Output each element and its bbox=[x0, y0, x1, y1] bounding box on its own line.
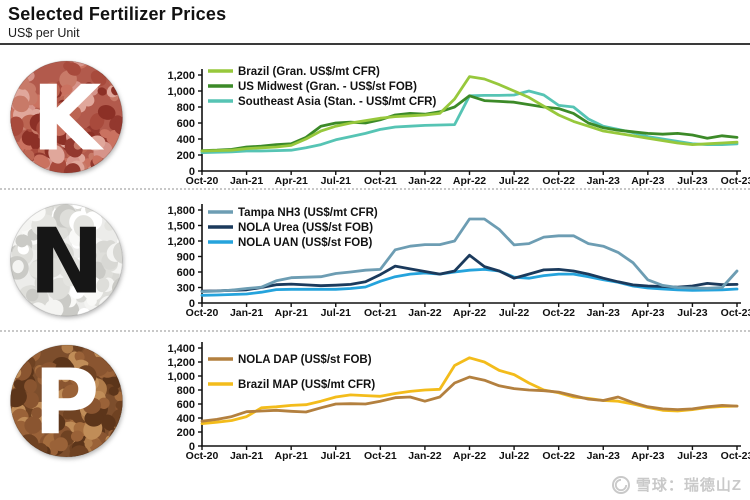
svg-text:900: 900 bbox=[177, 252, 195, 264]
svg-text:Oct-20: Oct-20 bbox=[186, 450, 219, 462]
svg-text:300: 300 bbox=[177, 283, 195, 295]
svg-text:US Midwest (Gran. - US$/st FOB: US Midwest (Gran. - US$/st FOB) bbox=[238, 81, 417, 93]
svg-text:Apr-22: Apr-22 bbox=[453, 307, 486, 319]
svg-text:NOLA DAP (US$/st FOB): NOLA DAP (US$/st FOB) bbox=[238, 354, 372, 366]
svg-text:800: 800 bbox=[177, 385, 195, 397]
svg-text:1,400: 1,400 bbox=[167, 343, 195, 355]
svg-text:Jul-23: Jul-23 bbox=[677, 450, 708, 462]
figure-header: Selected Fertilizer Prices US$ per Unit bbox=[0, 0, 750, 40]
svg-text:Apr-23: Apr-23 bbox=[631, 450, 664, 462]
svg-text:Southeast Asia (Stan. - US$/mt: Southeast Asia (Stan. - US$/mt CFR) bbox=[238, 96, 436, 108]
svg-text:Apr-21: Apr-21 bbox=[275, 175, 308, 187]
svg-text:Jul-22: Jul-22 bbox=[499, 450, 530, 462]
svg-text:Oct-22: Oct-22 bbox=[542, 450, 575, 462]
svg-text:Apr-21: Apr-21 bbox=[275, 307, 308, 319]
svg-text:Oct-23: Oct-23 bbox=[721, 450, 750, 462]
svg-text:1,000: 1,000 bbox=[167, 86, 195, 98]
svg-text:1,800: 1,800 bbox=[167, 205, 195, 217]
svg-text:Brazil (Gran. US$/mt CFR): Brazil (Gran. US$/mt CFR) bbox=[238, 66, 380, 78]
svg-text:Jan-22: Jan-22 bbox=[408, 175, 441, 187]
svg-text:Oct-20: Oct-20 bbox=[186, 307, 219, 319]
potash-price-chart: 0 200 400 600 800 1,000 1,200 Oct-20 Jan-21 Apr-2… bbox=[167, 66, 750, 187]
svg-text:800: 800 bbox=[177, 102, 195, 114]
svg-text:0: 0 bbox=[189, 441, 195, 453]
nitrogen-n-badge: N bbox=[10, 203, 123, 317]
svg-text:Apr-22: Apr-22 bbox=[453, 175, 486, 187]
watermark-text: 雪球：瑞德山Z bbox=[635, 477, 742, 494]
svg-text:Oct-21: Oct-21 bbox=[364, 450, 397, 462]
svg-text:1,000: 1,000 bbox=[167, 371, 195, 383]
svg-text:1,500: 1,500 bbox=[167, 221, 195, 233]
svg-text:Jul-23: Jul-23 bbox=[677, 175, 708, 187]
svg-text:Apr-21: Apr-21 bbox=[275, 450, 308, 462]
svg-text:Jul-21: Jul-21 bbox=[321, 175, 352, 187]
svg-text:Jan-22: Jan-22 bbox=[408, 307, 441, 319]
svg-text:Jan-21: Jan-21 bbox=[230, 175, 263, 187]
panel-divider bbox=[0, 188, 750, 190]
svg-text:Oct-23: Oct-23 bbox=[721, 175, 750, 187]
svg-text:600: 600 bbox=[177, 399, 195, 411]
svg-text:Jul-22: Jul-22 bbox=[499, 307, 530, 319]
svg-text:Apr-23: Apr-23 bbox=[631, 175, 664, 187]
svg-text:K: K bbox=[32, 66, 105, 171]
svg-text:Brazil MAP (US$/mt CFR): Brazil MAP (US$/mt CFR) bbox=[238, 379, 375, 391]
svg-text:Jul-21: Jul-21 bbox=[321, 450, 352, 462]
svg-text:NOLA UAN (US$/st FOB): NOLA UAN (US$/st FOB) bbox=[238, 237, 373, 249]
potash-k-badge: K bbox=[10, 60, 123, 173]
potash-panel: 0 200 400 600 800 1,000 1,200 Oct-20 Jan-21 Apr-2… bbox=[0, 45, 750, 188]
svg-text:600: 600 bbox=[177, 118, 195, 130]
page-title: Selected Fertilizer Prices bbox=[8, 4, 227, 24]
svg-text:Jan-22: Jan-22 bbox=[408, 450, 441, 462]
svg-text:Oct-20: Oct-20 bbox=[186, 175, 219, 187]
svg-text:Jul-21: Jul-21 bbox=[321, 307, 352, 319]
svg-text:1,200: 1,200 bbox=[167, 357, 195, 369]
svg-text:400: 400 bbox=[177, 413, 195, 425]
svg-text:Tampa NH3 (US$/mt CFR): Tampa NH3 (US$/mt CFR) bbox=[238, 207, 378, 219]
svg-text:Jan-23: Jan-23 bbox=[587, 307, 620, 319]
svg-text:1,200: 1,200 bbox=[167, 70, 195, 82]
svg-text:NOLA Urea (US$/st FOB): NOLA Urea (US$/st FOB) bbox=[238, 222, 373, 234]
header-divider bbox=[0, 43, 750, 45]
svg-text:Jan-21: Jan-21 bbox=[230, 450, 263, 462]
watermark: 雪球：瑞德山Z bbox=[611, 474, 742, 495]
svg-text:Jan-21: Jan-21 bbox=[230, 307, 263, 319]
phosphate-p-badge: P bbox=[10, 344, 123, 457]
svg-text:Oct-23: Oct-23 bbox=[721, 307, 750, 319]
panel-divider bbox=[0, 330, 750, 332]
phosphate-panel: 0 200 400 600 800 1,000 1,200 1,400 Oct-20 Jan-21… bbox=[0, 332, 750, 469]
nitrogen-panel: 0 300 600 900 1,200 1,500 1,800 Oct-20 Jan-21 Apr… bbox=[0, 190, 750, 330]
svg-text:Apr-23: Apr-23 bbox=[631, 307, 664, 319]
xueqiu-logo-icon bbox=[611, 475, 630, 494]
svg-text:Oct-21: Oct-21 bbox=[364, 307, 397, 319]
svg-text:Jan-23: Jan-23 bbox=[587, 175, 620, 187]
svg-text:Oct-22: Oct-22 bbox=[542, 175, 575, 187]
svg-text:200: 200 bbox=[177, 150, 195, 162]
svg-text:Oct-21: Oct-21 bbox=[364, 175, 397, 187]
page-subtitle: US$ per Unit bbox=[8, 26, 80, 40]
phosphate-price-chart: 0 200 400 600 800 1,000 1,200 1,400 Oct-20 Jan-21… bbox=[167, 342, 750, 462]
svg-text:600: 600 bbox=[177, 267, 195, 279]
svg-text:200: 200 bbox=[177, 427, 195, 439]
svg-text:400: 400 bbox=[177, 134, 195, 146]
svg-text:N: N bbox=[29, 210, 104, 315]
svg-text:Jul-23: Jul-23 bbox=[677, 307, 708, 319]
svg-text:Oct-22: Oct-22 bbox=[542, 307, 575, 319]
svg-text:1,200: 1,200 bbox=[167, 236, 195, 248]
nitrogen-price-chart: 0 300 600 900 1,200 1,500 1,800 Oct-20 Jan-21 Apr… bbox=[167, 204, 750, 319]
svg-text:P: P bbox=[34, 350, 100, 455]
svg-text:0: 0 bbox=[189, 166, 195, 178]
svg-text:Apr-22: Apr-22 bbox=[453, 450, 486, 462]
svg-text:0: 0 bbox=[189, 298, 195, 310]
svg-text:Jul-22: Jul-22 bbox=[499, 175, 530, 187]
svg-text:Jan-23: Jan-23 bbox=[587, 450, 620, 462]
